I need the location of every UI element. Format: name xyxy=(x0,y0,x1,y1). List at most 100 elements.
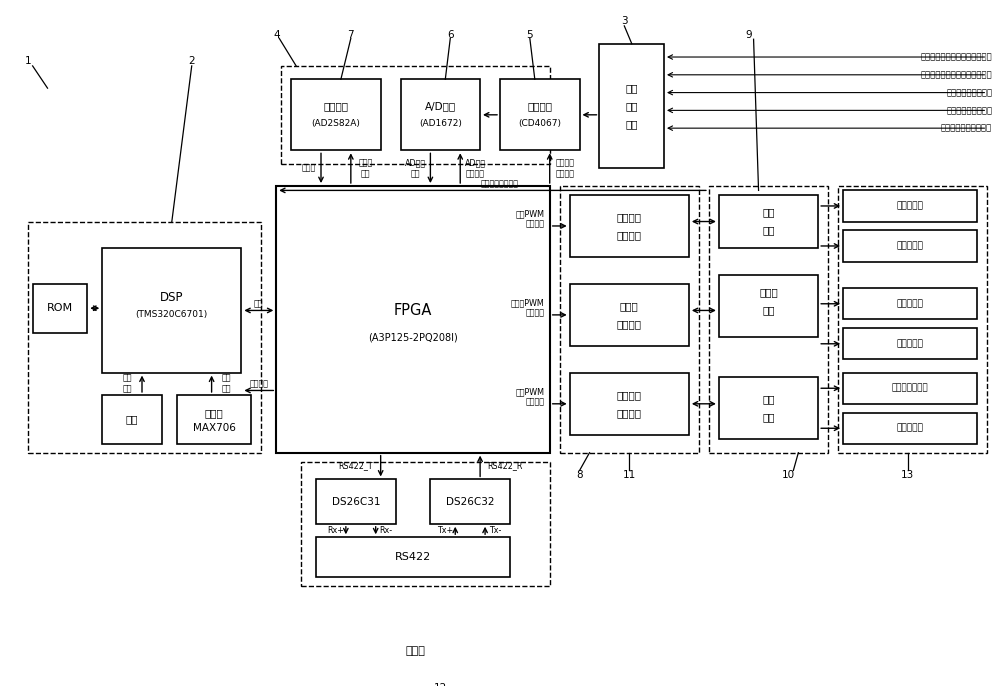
Text: 时钟信号: 时钟信号 xyxy=(249,380,268,389)
Text: 信号: 信号 xyxy=(626,83,638,93)
Text: 晶振: 晶振 xyxy=(126,414,138,425)
Text: 高速: 高速 xyxy=(762,208,775,217)
Bar xyxy=(430,480,510,524)
Text: 上位机: 上位机 xyxy=(406,646,425,656)
Bar xyxy=(276,186,550,453)
Text: 磁轴承PWM
控制信号: 磁轴承PWM 控制信号 xyxy=(511,298,545,318)
Text: 内外框架的粗、精机角位置信号: 内外框架的粗、精机角位置信号 xyxy=(921,53,992,62)
Text: 4: 4 xyxy=(273,29,280,40)
Text: 8: 8 xyxy=(576,470,583,480)
Text: 12: 12 xyxy=(434,683,447,686)
Text: 功放电路: 功放电路 xyxy=(617,319,642,329)
Text: 电路: 电路 xyxy=(626,119,638,129)
Bar xyxy=(719,377,818,439)
Text: 轴角解码: 轴角解码 xyxy=(323,101,348,111)
Bar xyxy=(843,191,977,222)
Text: 2: 2 xyxy=(188,56,195,67)
Bar xyxy=(560,186,699,453)
Text: Rx-: Rx- xyxy=(379,526,392,536)
Text: A/D采样: A/D采样 xyxy=(425,101,456,111)
Text: Tx-: Tx- xyxy=(489,526,501,536)
Text: 磁轴承: 磁轴承 xyxy=(620,301,639,311)
Bar xyxy=(33,284,87,333)
Bar xyxy=(177,395,251,444)
Text: 复位
信号: 复位 信号 xyxy=(222,374,231,393)
Text: 电流传感器: 电流传感器 xyxy=(897,340,924,348)
Text: 电机: 电机 xyxy=(762,226,775,235)
Text: 时钟
信号: 时钟 信号 xyxy=(122,374,132,393)
Text: 13: 13 xyxy=(901,470,914,480)
Bar xyxy=(316,480,396,524)
Bar xyxy=(500,80,580,150)
Text: DSP: DSP xyxy=(160,291,184,304)
Text: 10: 10 xyxy=(782,470,795,480)
Bar xyxy=(843,413,977,444)
Text: ROM: ROM xyxy=(47,303,73,314)
Bar xyxy=(599,44,664,168)
Bar xyxy=(401,80,480,150)
Text: AD采样
数据: AD采样 数据 xyxy=(405,158,426,178)
Text: 数据: 数据 xyxy=(254,300,264,309)
Bar xyxy=(281,66,550,164)
Text: 看门狗: 看门狗 xyxy=(205,407,223,418)
Bar xyxy=(371,626,460,675)
Bar xyxy=(709,186,828,453)
Text: 功放电路: 功放电路 xyxy=(617,230,642,240)
Text: 框架: 框架 xyxy=(762,412,775,422)
Text: DS26C32: DS26C32 xyxy=(446,497,494,507)
Text: 模拟开关: 模拟开关 xyxy=(527,101,552,111)
Bar xyxy=(291,80,381,150)
Text: MAX706: MAX706 xyxy=(193,423,236,433)
Text: 磁悬浮: 磁悬浮 xyxy=(759,287,778,298)
Text: 功放电路: 功放电路 xyxy=(617,407,642,418)
Text: Tx+: Tx+ xyxy=(437,526,453,536)
Text: (A3P125-2PQ208I): (A3P125-2PQ208I) xyxy=(368,332,458,342)
Text: 旋转变压器: 旋转变压器 xyxy=(897,424,924,433)
Text: 9: 9 xyxy=(745,29,752,40)
Text: 高速电机绕组电流信号: 高速电机绕组电流信号 xyxy=(941,123,992,132)
Text: 调理: 调理 xyxy=(626,101,638,111)
Text: 电流传感器: 电流传感器 xyxy=(897,241,924,250)
Text: 高速电机: 高速电机 xyxy=(617,212,642,222)
Text: 11: 11 xyxy=(623,470,636,480)
Bar xyxy=(843,328,977,359)
Text: 转子: 转子 xyxy=(762,305,775,316)
Text: 霍尔传感器: 霍尔传感器 xyxy=(897,202,924,211)
Bar xyxy=(102,248,241,372)
Bar xyxy=(719,275,818,337)
Text: 1: 1 xyxy=(24,56,31,67)
Bar xyxy=(843,288,977,320)
Bar xyxy=(719,195,818,248)
Text: 模拟开关
控制信号: 模拟开关 控制信号 xyxy=(555,158,574,178)
Text: 内外: 内外 xyxy=(762,394,775,404)
Text: 霍尔电流传感器: 霍尔电流传感器 xyxy=(892,383,929,393)
Bar xyxy=(316,537,510,577)
Text: 5: 5 xyxy=(527,29,533,40)
Text: RS422_R: RS422_R xyxy=(487,462,523,471)
Text: 6: 6 xyxy=(447,29,454,40)
Text: 读控制
信号: 读控制 信号 xyxy=(359,158,373,178)
Text: DS26C31: DS26C31 xyxy=(332,497,380,507)
Text: 磁悬浮转子位移信号: 磁悬浮转子位移信号 xyxy=(946,106,992,115)
Text: 7: 7 xyxy=(348,29,354,40)
Bar xyxy=(28,222,261,453)
Text: (AD2S82A): (AD2S82A) xyxy=(311,119,360,128)
Bar xyxy=(570,195,689,257)
Bar xyxy=(102,395,162,444)
Text: (TMS320C6701): (TMS320C6701) xyxy=(136,310,208,320)
Text: 内外框架力矩电机绕组电流信号: 内外框架力矩电机绕组电流信号 xyxy=(921,70,992,80)
Text: 框架电机: 框架电机 xyxy=(617,390,642,400)
Text: 3: 3 xyxy=(621,16,628,27)
Text: 磁轴承线圈电流信号: 磁轴承线圈电流信号 xyxy=(946,88,992,97)
Bar xyxy=(570,284,689,346)
Text: (AD1672): (AD1672) xyxy=(419,119,462,128)
Text: FPGA: FPGA xyxy=(394,303,432,318)
Text: 电机PWM
控制信号: 电机PWM 控制信号 xyxy=(516,209,545,228)
Text: (CD4067): (CD4067) xyxy=(518,119,561,128)
Text: RS422: RS422 xyxy=(395,552,431,563)
Text: AD采样
控制信号: AD采样 控制信号 xyxy=(465,158,486,178)
Bar xyxy=(843,230,977,261)
Bar xyxy=(301,462,550,586)
Text: 位移传感器: 位移传感器 xyxy=(897,299,924,308)
Text: 框架PWM
控制信号: 框架PWM 控制信号 xyxy=(516,387,545,406)
